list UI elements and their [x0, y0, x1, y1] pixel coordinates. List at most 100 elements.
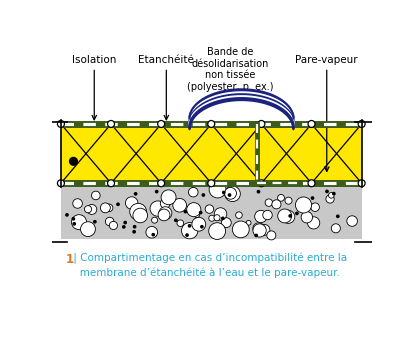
- Circle shape: [260, 225, 265, 231]
- Circle shape: [84, 206, 92, 213]
- Circle shape: [358, 180, 365, 187]
- Circle shape: [100, 203, 110, 213]
- Circle shape: [221, 218, 231, 227]
- Circle shape: [205, 205, 214, 213]
- Circle shape: [308, 217, 320, 229]
- Circle shape: [161, 190, 176, 205]
- Circle shape: [326, 195, 334, 203]
- Circle shape: [94, 221, 96, 223]
- Circle shape: [225, 186, 240, 202]
- Circle shape: [184, 210, 187, 213]
- Circle shape: [57, 180, 64, 187]
- Circle shape: [328, 192, 334, 198]
- Circle shape: [175, 219, 177, 221]
- Circle shape: [209, 181, 226, 198]
- Circle shape: [272, 200, 281, 209]
- Circle shape: [285, 197, 292, 204]
- Circle shape: [337, 215, 339, 218]
- Circle shape: [347, 216, 357, 226]
- Circle shape: [225, 187, 236, 199]
- Circle shape: [259, 224, 270, 235]
- Circle shape: [126, 197, 138, 209]
- Circle shape: [69, 157, 77, 165]
- Circle shape: [124, 221, 126, 224]
- Circle shape: [265, 199, 273, 206]
- Circle shape: [253, 223, 264, 234]
- Text: Bande de
désolidarisation
non tissée
(polyester, p. ex.): Bande de désolidarisation non tissée (po…: [187, 47, 273, 96]
- Circle shape: [282, 210, 295, 223]
- Circle shape: [223, 191, 225, 194]
- Circle shape: [87, 204, 97, 215]
- Circle shape: [278, 194, 285, 201]
- Circle shape: [107, 120, 114, 128]
- Circle shape: [107, 180, 114, 187]
- Circle shape: [222, 217, 224, 220]
- Circle shape: [209, 223, 225, 239]
- Circle shape: [158, 209, 170, 221]
- Circle shape: [263, 210, 272, 220]
- Circle shape: [255, 234, 257, 237]
- Circle shape: [123, 226, 125, 228]
- Circle shape: [333, 192, 335, 195]
- Circle shape: [117, 203, 119, 205]
- Circle shape: [135, 193, 137, 195]
- Circle shape: [214, 215, 220, 221]
- Circle shape: [296, 212, 298, 215]
- Circle shape: [233, 221, 249, 238]
- Circle shape: [105, 217, 114, 226]
- Circle shape: [194, 212, 200, 218]
- Circle shape: [57, 120, 64, 128]
- Circle shape: [278, 209, 292, 223]
- Circle shape: [159, 207, 172, 220]
- Circle shape: [146, 226, 158, 238]
- Circle shape: [246, 220, 251, 225]
- Circle shape: [92, 191, 100, 200]
- Circle shape: [308, 180, 315, 187]
- Circle shape: [289, 215, 291, 217]
- Circle shape: [152, 234, 154, 236]
- Circle shape: [133, 208, 147, 223]
- Circle shape: [130, 203, 147, 220]
- Circle shape: [295, 197, 311, 213]
- Circle shape: [105, 204, 113, 211]
- Circle shape: [301, 211, 313, 223]
- Circle shape: [257, 190, 260, 193]
- Circle shape: [188, 187, 198, 197]
- Circle shape: [236, 212, 242, 218]
- Circle shape: [208, 180, 215, 187]
- Circle shape: [208, 120, 215, 128]
- Circle shape: [160, 199, 170, 208]
- Circle shape: [156, 190, 158, 193]
- Circle shape: [358, 120, 365, 128]
- Circle shape: [228, 194, 231, 196]
- Circle shape: [209, 215, 215, 221]
- Circle shape: [187, 203, 201, 217]
- Circle shape: [214, 208, 227, 220]
- Circle shape: [331, 224, 340, 233]
- Text: Pare-vapeur: Pare-vapeur: [295, 55, 358, 171]
- Circle shape: [308, 120, 315, 128]
- Circle shape: [311, 197, 313, 199]
- Circle shape: [173, 199, 187, 212]
- Circle shape: [81, 222, 95, 237]
- Circle shape: [258, 180, 265, 187]
- Circle shape: [258, 120, 265, 128]
- Circle shape: [202, 194, 204, 196]
- Circle shape: [199, 211, 202, 214]
- Circle shape: [71, 215, 87, 230]
- Circle shape: [133, 231, 135, 233]
- Circle shape: [73, 223, 76, 225]
- Circle shape: [177, 220, 184, 226]
- Circle shape: [192, 217, 206, 231]
- Circle shape: [66, 214, 68, 216]
- Circle shape: [253, 224, 266, 237]
- Circle shape: [72, 218, 75, 220]
- Circle shape: [311, 203, 319, 211]
- Text: 1: 1: [66, 253, 74, 266]
- Bar: [61, 124, 362, 183]
- Circle shape: [109, 221, 118, 230]
- Circle shape: [73, 199, 82, 208]
- Circle shape: [326, 190, 328, 192]
- Text: | Compartimentage en cas d’incompatibilité entre la
   membrane d’étanchéité à l: | Compartimentage en cas d’incompatibili…: [70, 253, 347, 278]
- Text: Etanchéité: Etanchéité: [138, 55, 194, 120]
